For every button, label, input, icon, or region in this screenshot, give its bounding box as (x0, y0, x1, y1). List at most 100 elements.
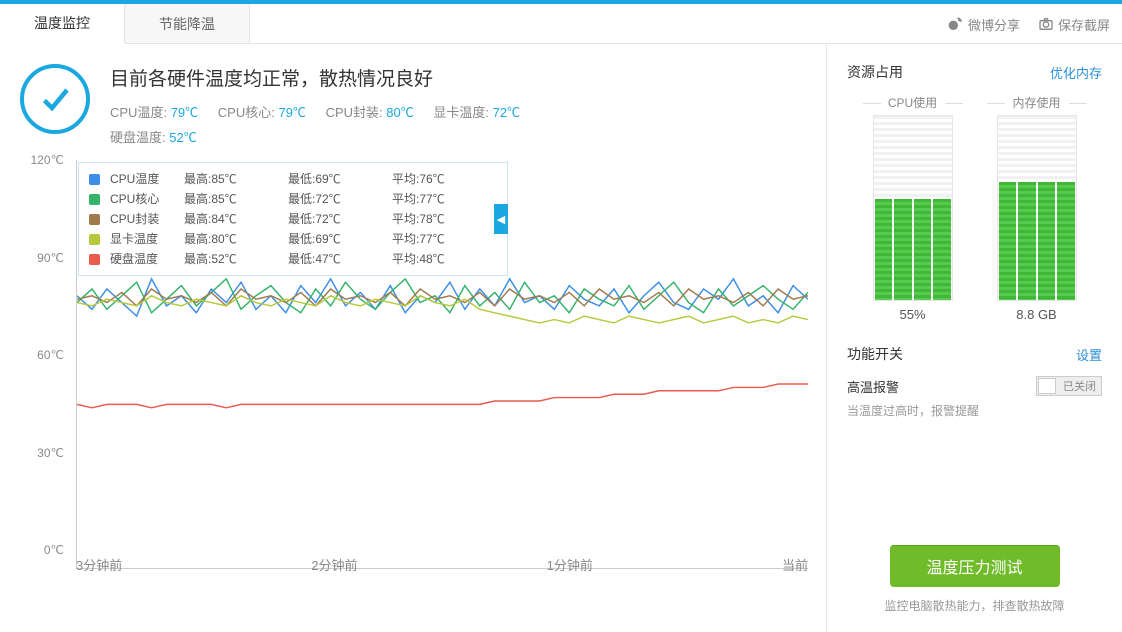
resource-section: 资源占用 优化内存 CPU使用 55% 内存使用 8.8 GB (847, 62, 1102, 322)
camera-icon (1038, 16, 1054, 32)
tab-bar-right: 微博分享 保存截屏 (948, 4, 1110, 44)
legend-max: 最高:52℃ (184, 249, 278, 269)
window: 温度监控 节能降温 微博分享 保存截屏 目前各硬件温度均正常，散热情况良好 (0, 0, 1122, 632)
legend-name: 显卡温度 (110, 229, 174, 249)
x-tick: 2分钟前 (311, 555, 357, 574)
legend-max: 最高:85℃ (184, 169, 278, 189)
switches-title: 功能开关 (847, 344, 903, 364)
sidebar-footer: 监控电脑散热能力，排查散热故障 (847, 597, 1102, 614)
alarm-desc: 当温度过高时，报警提醒 (847, 402, 1102, 419)
stress-test-button[interactable]: 温度压力测试 (890, 545, 1060, 587)
gauge-fill (894, 199, 912, 300)
legend-min: 最低:72℃ (288, 209, 382, 229)
gauge-fill (999, 182, 1017, 300)
cpu-core-label: CPU核心: (218, 105, 275, 120)
gauge-col (1038, 116, 1056, 300)
settings-link[interactable]: 设置 (1076, 345, 1102, 364)
optimize-memory-link[interactable]: 优化内存 (1050, 63, 1102, 82)
mem-gauge-title: 内存使用 (987, 94, 1087, 111)
legend-min: 最低:69℃ (288, 229, 382, 249)
gauges: CPU使用 55% 内存使用 8.8 GB (847, 94, 1102, 322)
mem-gauge-value: 8.8 GB (987, 307, 1087, 322)
x-tick: 3分钟前 (76, 555, 122, 574)
weibo-share-label: 微博分享 (968, 15, 1020, 34)
legend-max: 最高:80℃ (184, 229, 278, 249)
main-panel: 目前各硬件温度均正常，散热情况良好 CPU温度: 79℃ CPU核心: 79℃ … (0, 44, 826, 632)
x-axis: 3分钟前 2分钟前 1分钟前 当前 (76, 555, 808, 574)
gauge-fill (1038, 182, 1056, 300)
legend-swatch (89, 254, 100, 265)
legend-row: CPU温度 最高:85℃ 最低:69℃ 平均:76℃ (89, 169, 497, 189)
y-axis: 120℃90℃60℃30℃0℃ (20, 160, 70, 550)
legend-name: 硬盘温度 (110, 249, 174, 269)
gauge-col (894, 116, 912, 300)
legend-name: CPU温度 (110, 169, 174, 189)
resource-title: 资源占用 (847, 62, 903, 82)
gauge-col (1057, 116, 1075, 300)
gauge-col (999, 116, 1017, 300)
screenshot-button[interactable]: 保存截屏 (1038, 15, 1110, 34)
gauge-col (933, 116, 951, 300)
legend-collapse-button[interactable]: ◀ (494, 204, 508, 234)
legend-max: 最高:84℃ (184, 209, 278, 229)
y-tick: 30℃ (37, 446, 64, 460)
tab-cooling[interactable]: 节能降温 (125, 4, 250, 43)
gauge-col (914, 116, 932, 300)
temp-line-1: CPU温度: 79℃ CPU核心: 79℃ CPU封装: 80℃ 显卡温度: 7… (110, 101, 536, 126)
mem-gauge-bar (997, 115, 1077, 301)
sidebar: 资源占用 优化内存 CPU使用 55% 内存使用 8.8 GB (826, 44, 1122, 632)
x-tick: 1分钟前 (547, 555, 593, 574)
y-tick: 60℃ (37, 348, 64, 362)
gpu-temp-label: 显卡温度: (433, 105, 489, 120)
content: 目前各硬件温度均正常，散热情况良好 CPU温度: 79℃ CPU核心: 79℃ … (0, 44, 1122, 632)
y-tick: 90℃ (37, 251, 64, 265)
mem-gauge: 内存使用 8.8 GB (987, 94, 1087, 322)
legend-avg: 平均:76℃ (392, 169, 466, 189)
legend-min: 最低:69℃ (288, 169, 382, 189)
switches-section: 功能开关 设置 高温报警 已关闭 当温度过高时，报警提醒 (847, 344, 1102, 419)
weibo-icon (948, 16, 964, 32)
legend-min: 最低:47℃ (288, 249, 382, 269)
cpu-gauge-value: 55% (863, 307, 963, 322)
legend-min: 最低:72℃ (288, 189, 382, 209)
cpu-temp-value: 79℃ (171, 105, 198, 120)
cpu-gauge: CPU使用 55% (863, 94, 963, 322)
switches-head: 功能开关 设置 (847, 344, 1102, 364)
status-title: 目前各硬件温度均正常，散热情况良好 (110, 64, 536, 91)
status-row: 目前各硬件温度均正常，散热情况良好 CPU温度: 79℃ CPU核心: 79℃ … (20, 64, 816, 150)
gauge-fill (875, 199, 893, 300)
alarm-row: 高温报警 已关闭 (847, 376, 1102, 396)
gauge-col (875, 116, 893, 300)
temp-line-2: 硬盘温度: 52℃ (110, 126, 536, 151)
resource-head: 资源占用 优化内存 (847, 62, 1102, 82)
series-line (77, 384, 808, 408)
y-tick: 120℃ (31, 153, 65, 167)
legend-avg: 平均:77℃ (392, 229, 466, 249)
legend-max: 最高:85℃ (184, 189, 278, 209)
legend-row: CPU封装 最高:84℃ 最低:72℃ 平均:78℃ (89, 209, 497, 229)
weibo-share-button[interactable]: 微博分享 (948, 15, 1020, 34)
legend-swatch (89, 174, 100, 185)
x-tick: 当前 (782, 555, 808, 574)
legend-swatch (89, 234, 100, 245)
legend-swatch (89, 194, 100, 205)
gauge-col (1018, 116, 1036, 300)
gauge-fill (1018, 182, 1036, 300)
screenshot-label: 保存截屏 (1058, 15, 1110, 34)
alarm-toggle[interactable]: 已关闭 (1036, 376, 1102, 396)
legend-swatch (89, 214, 100, 225)
gauge-fill (1057, 182, 1075, 300)
legend-row: 显卡温度 最高:80℃ 最低:69℃ 平均:77℃ (89, 229, 497, 249)
cpu-pkg-value: 80℃ (386, 105, 413, 120)
cpu-temp-label: CPU温度: (110, 105, 167, 120)
y-tick: 0℃ (44, 543, 64, 557)
chart-area: 120℃90℃60℃30℃0℃ 3分钟前2分钟前1分钟前当前 CPU温度 最高:… (20, 160, 816, 580)
cpu-gauge-title: CPU使用 (863, 94, 963, 111)
cpu-pkg-label: CPU封装: (326, 105, 383, 120)
legend-name: CPU封装 (110, 209, 174, 229)
legend-name: CPU核心 (110, 189, 174, 209)
gpu-temp-value: 72℃ (493, 105, 520, 120)
tab-monitor[interactable]: 温度监控 (0, 4, 125, 44)
legend-row: 硬盘温度 最高:52℃ 最低:47℃ 平均:48℃ (89, 249, 497, 269)
chart-legend: CPU温度 最高:85℃ 最低:69℃ 平均:76℃ CPU核心 最高:85℃ … (78, 162, 508, 276)
